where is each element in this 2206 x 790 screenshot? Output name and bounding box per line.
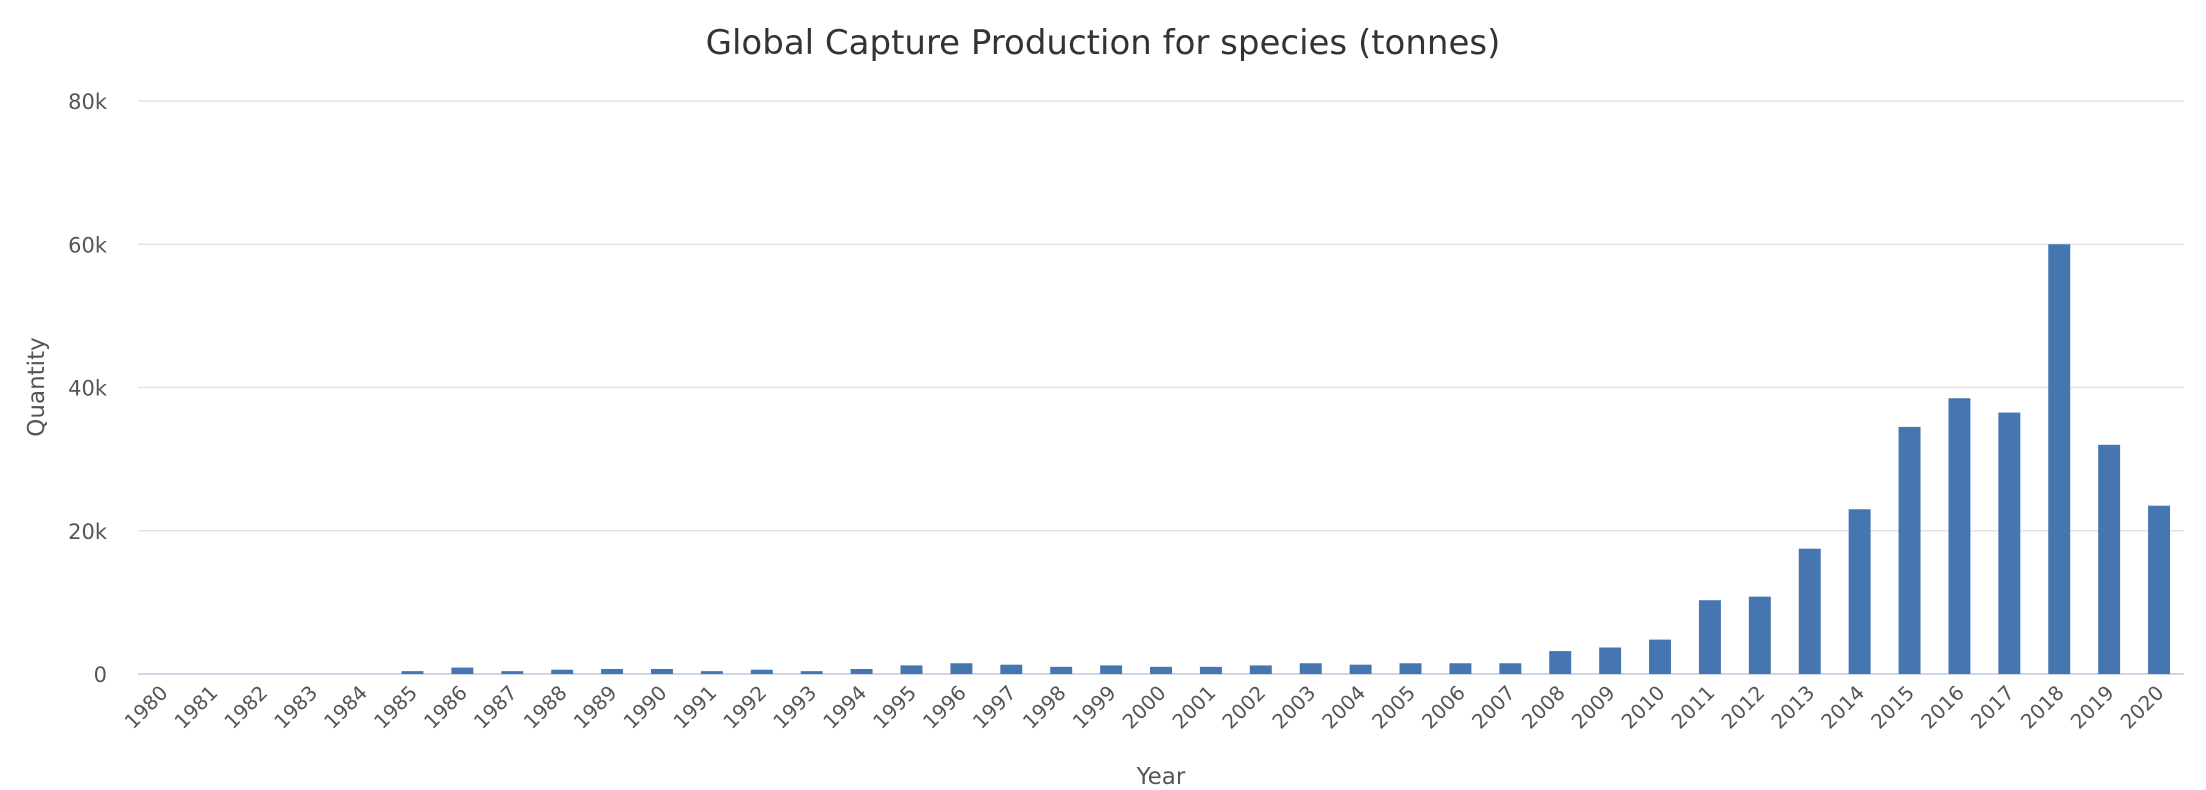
- y-tick-label: 20k: [68, 520, 108, 544]
- x-axis-ticks: 1980198119821983198419851986198719881989…: [120, 681, 2169, 734]
- x-tick-label: 2010: [1617, 681, 1670, 734]
- x-tick-label: 2004: [1317, 681, 1370, 734]
- bar-2017[interactable]: [1998, 412, 2021, 674]
- x-tick-label: 2014: [1816, 681, 1869, 734]
- x-tick-label: 2002: [1217, 681, 1270, 734]
- bar-1996[interactable]: [950, 663, 973, 674]
- bar-1985[interactable]: [401, 671, 424, 674]
- x-tick-label: 2020: [2116, 681, 2169, 734]
- bar-2002[interactable]: [1249, 665, 1272, 674]
- bar-2015[interactable]: [1898, 426, 1921, 674]
- bar-2007[interactable]: [1499, 663, 1522, 674]
- x-tick-label: 1991: [668, 681, 721, 734]
- x-tick-label: 2017: [1966, 681, 2019, 734]
- x-tick-label: 2000: [1118, 681, 1171, 734]
- x-tick-label: 1988: [519, 681, 572, 734]
- bar-1994[interactable]: [850, 668, 873, 674]
- x-tick-label: 2009: [1567, 681, 1620, 734]
- x-tick-label: 2011: [1666, 681, 1719, 734]
- x-tick-label: 2012: [1716, 681, 1769, 734]
- x-tick-label: 2018: [2016, 681, 2069, 734]
- bar-2014[interactable]: [1848, 509, 1871, 674]
- bar-2003[interactable]: [1299, 663, 1322, 674]
- x-tick-label: 2005: [1367, 681, 1420, 734]
- x-tick-label: 2001: [1167, 681, 1220, 734]
- x-tick-label: 1992: [718, 681, 771, 734]
- bar-2006[interactable]: [1449, 663, 1472, 674]
- y-tick-label: 80k: [68, 90, 108, 114]
- bar-1990[interactable]: [650, 668, 673, 674]
- x-tick-label: 1996: [918, 681, 971, 734]
- bar-2000[interactable]: [1150, 666, 1172, 674]
- chart-title: Global Capture Production for species (t…: [706, 23, 1501, 63]
- x-tick-label: 2013: [1766, 681, 1819, 734]
- x-tick-label: 1981: [169, 681, 222, 734]
- bar-2009[interactable]: [1599, 647, 1622, 674]
- bar-1989[interactable]: [601, 668, 624, 674]
- bar-1988[interactable]: [551, 669, 574, 674]
- x-tick-label: 1990: [619, 681, 672, 734]
- x-tick-label: 2003: [1267, 681, 1320, 734]
- x-tick-label: 1985: [369, 681, 422, 734]
- bar-2011[interactable]: [1698, 600, 1721, 674]
- x-tick-label: 1993: [768, 681, 821, 734]
- bar-2001[interactable]: [1199, 666, 1222, 674]
- bar-2012[interactable]: [1748, 596, 1771, 674]
- bar-1987[interactable]: [501, 671, 524, 674]
- x-tick-label: 1982: [219, 681, 272, 734]
- x-tick-label: 2008: [1517, 681, 1570, 734]
- y-tick-label: 40k: [68, 377, 108, 401]
- bar-2005[interactable]: [1399, 663, 1422, 674]
- bar-1992[interactable]: [750, 669, 773, 674]
- bar-2013[interactable]: [1798, 548, 1821, 674]
- x-tick-label: 2019: [2066, 681, 2119, 734]
- x-tick-label: 2016: [1916, 681, 1969, 734]
- x-axis-title: Year: [1136, 764, 1186, 790]
- y-axis-ticks: 0 20k 40k 60k 80k: [68, 90, 108, 687]
- bar-2020[interactable]: [2148, 505, 2171, 674]
- x-tick-label: 1986: [419, 681, 472, 734]
- x-tick-label: 1995: [868, 681, 921, 734]
- bar-2004[interactable]: [1349, 664, 1372, 674]
- x-tick-label: 1989: [569, 681, 622, 734]
- x-tick-label: 1987: [469, 681, 522, 734]
- x-tick-label: 2006: [1417, 681, 1470, 734]
- x-tick-label: 1983: [269, 681, 322, 734]
- y-tick-label: 0: [94, 663, 107, 687]
- bar-1998[interactable]: [1050, 666, 1073, 674]
- bar-2018[interactable]: [2048, 244, 2071, 674]
- bar-2016[interactable]: [1948, 398, 1971, 674]
- x-tick-label: 1994: [818, 681, 871, 734]
- bar-1999[interactable]: [1100, 665, 1123, 674]
- bar-2019[interactable]: [2098, 444, 2121, 674]
- bar-1993[interactable]: [800, 671, 823, 674]
- x-tick-label: 2015: [1866, 681, 1919, 734]
- x-tick-label: 1999: [1068, 681, 1121, 734]
- bar-2010[interactable]: [1649, 639, 1672, 674]
- bar-1991[interactable]: [700, 671, 723, 674]
- bars: [401, 244, 2171, 674]
- x-tick-label: 1997: [968, 681, 1021, 734]
- x-tick-label: 2007: [1467, 681, 1520, 734]
- y-axis-title: Quantity: [24, 337, 50, 436]
- y-tick-label: 60k: [68, 233, 108, 257]
- x-tick-label: 1984: [319, 681, 372, 734]
- x-tick-label: 1998: [1018, 681, 1071, 734]
- bar-2008[interactable]: [1549, 651, 1572, 674]
- x-tick-label: 1980: [120, 681, 173, 734]
- bar-1986[interactable]: [451, 667, 474, 674]
- bar-1995[interactable]: [900, 665, 923, 674]
- bar-1997[interactable]: [1000, 664, 1023, 674]
- gridlines: [138, 100, 2184, 675]
